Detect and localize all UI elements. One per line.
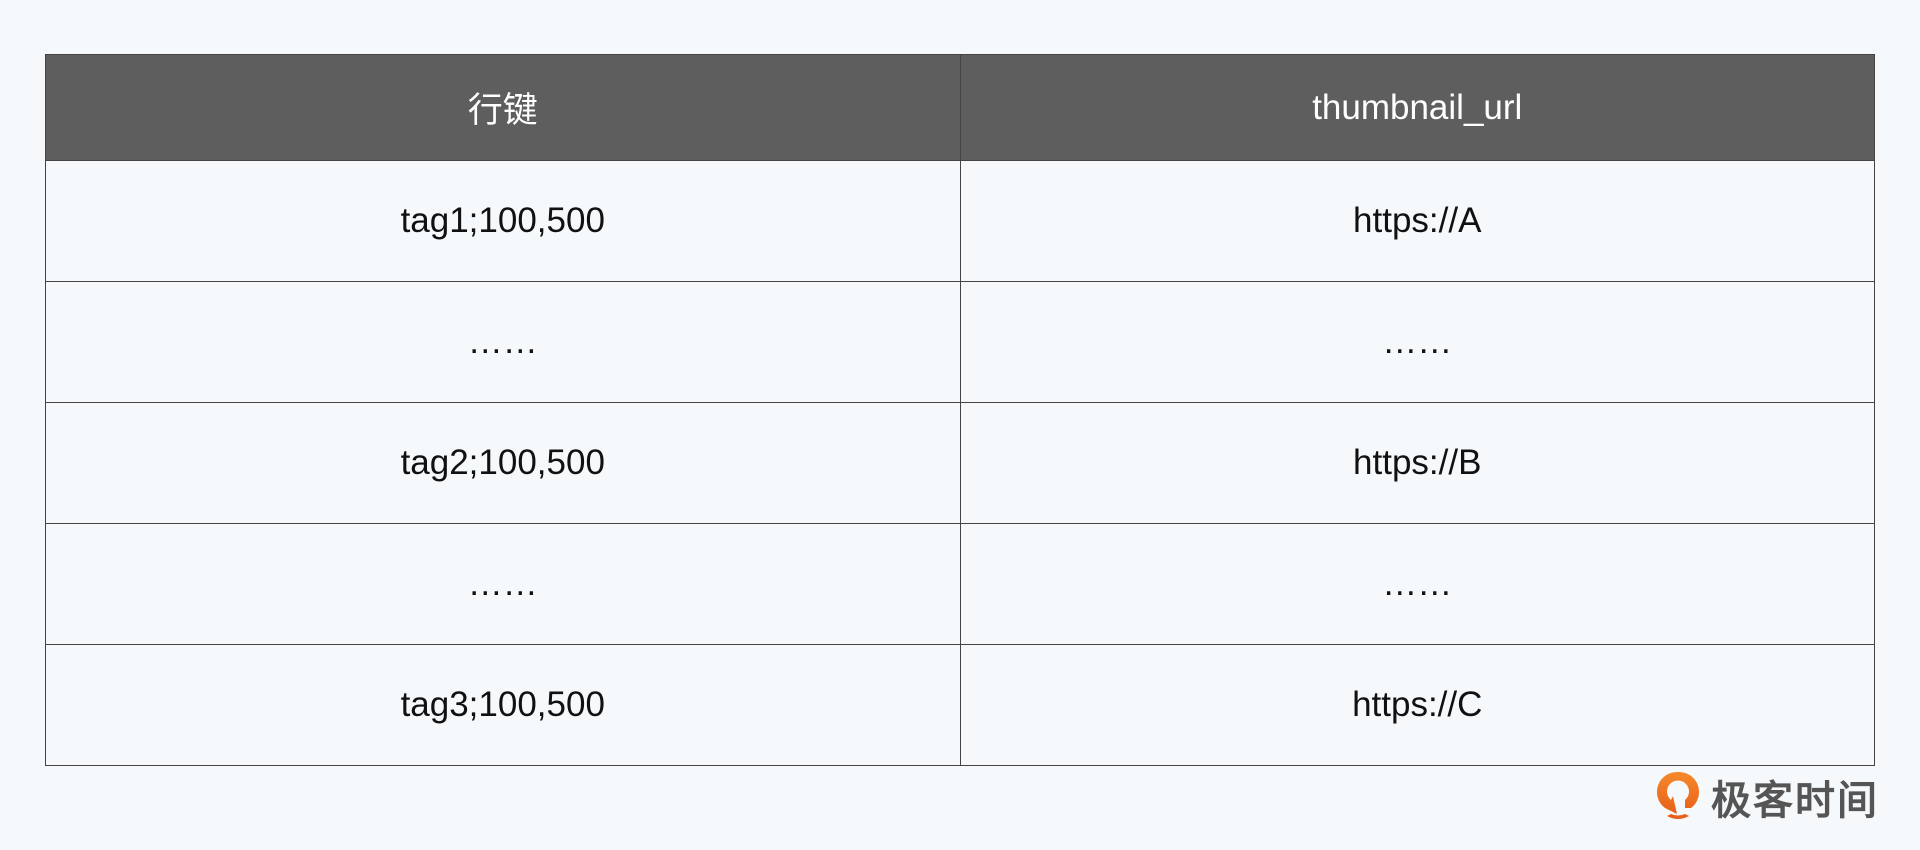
cell-row-key: tag3;100,500 [45, 644, 961, 766]
cell-thumbnail-url: …… [959, 281, 1875, 403]
cell-row-key: …… [45, 281, 961, 403]
geektime-logo-icon [1656, 771, 1700, 819]
header-row-key: 行键 [45, 54, 961, 161]
cell-row-key: tag1;100,500 [45, 160, 961, 282]
table-row: tag3;100,500 https://C [45, 644, 1875, 766]
table-row: ………… [45, 281, 1875, 403]
logo-text: 极客时间 [1711, 778, 1879, 824]
header-thumbnail-url: thumbnail_url [959, 54, 1875, 161]
geektime-logo: 极客时间 [1655, 768, 1879, 826]
cell-thumbnail-url: …… [959, 523, 1875, 645]
table-row: ………… [45, 523, 1875, 645]
cell-row-key: tag2;100,500 [45, 402, 961, 524]
cell-thumbnail-url: https://B [959, 402, 1875, 524]
cell-thumbnail-url: https://A [959, 160, 1875, 282]
cell-thumbnail-url: https://C [959, 644, 1875, 766]
cell-row-key: …… [45, 523, 961, 645]
data-table: 行键 thumbnail_url tag1;100,500 https://A …… [45, 54, 1875, 766]
table-row: tag2;100,500 https://B [45, 402, 1875, 524]
table-row: tag1;100,500 https://A [45, 160, 1875, 282]
table-header-row: 行键 thumbnail_url [45, 54, 1875, 161]
